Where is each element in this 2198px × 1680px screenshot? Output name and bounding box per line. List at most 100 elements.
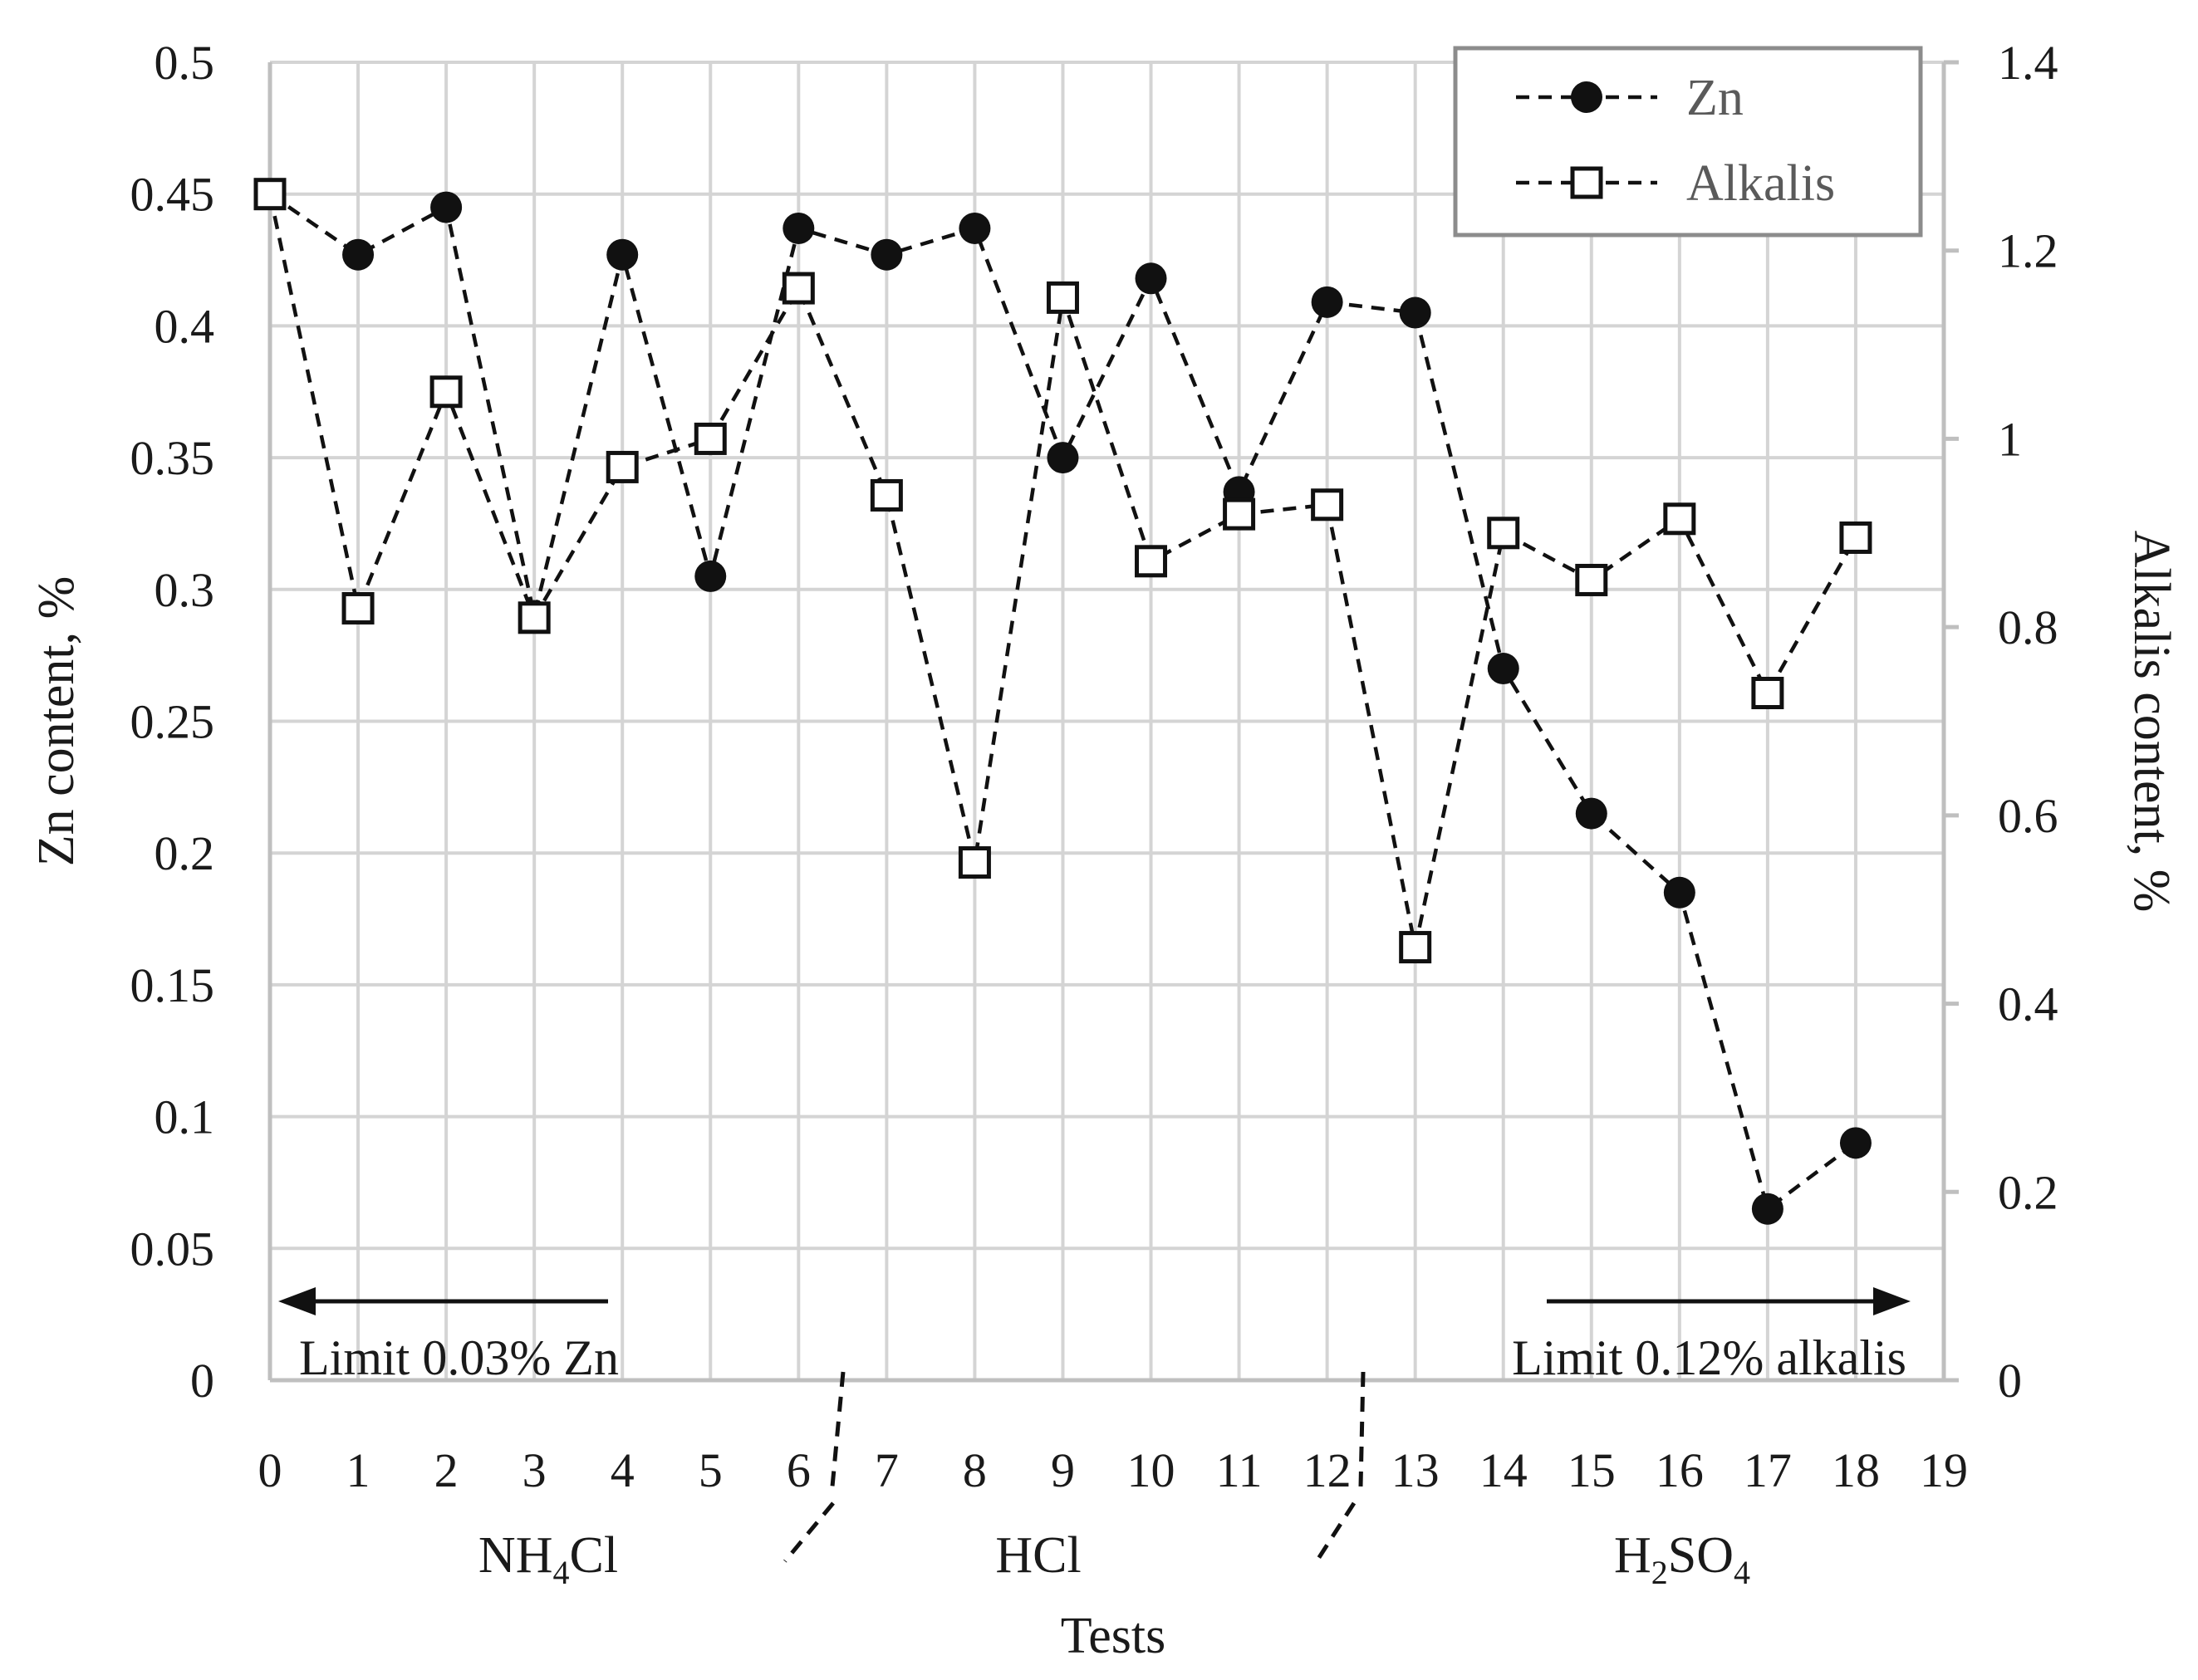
axes — [267, 60, 1959, 1383]
zn-limit-annotation: Limit 0.03% Zn — [278, 1287, 619, 1385]
left-y-tick-labels: 0 0.05 0.1 0.15 0.2 0.25 0.3 0.35 0.4 0.45 0.5 — [130, 36, 215, 1408]
y-tick-label: 0.1 — [155, 1090, 215, 1144]
group-separator-line — [783, 1371, 846, 1563]
x-tick-labels: 0 1 2 3 4 5 6 7 8 9 10 11 12 13 14 15 16 17 18 19 — [258, 1443, 1969, 1497]
y-axis-title: Zn content, % — [28, 576, 85, 867]
alkalis-point — [1839, 521, 1872, 554]
y-tick-label: 0.5 — [155, 36, 215, 90]
zn-point — [342, 238, 375, 271]
alkalis-point — [341, 591, 375, 624]
alkalis-point — [1751, 676, 1784, 709]
y2-tick-label: 0.6 — [1998, 789, 2058, 843]
legend-alkalis-marker — [1570, 166, 1603, 199]
group-label-h2so4-sub: 2 — [1651, 1554, 1668, 1591]
zn-point — [1135, 262, 1167, 295]
group-label-h2so4-sub2: 4 — [1734, 1554, 1750, 1591]
group-label-hcl: HCl — [995, 1527, 1081, 1584]
alkali-limit-arrowhead — [1873, 1287, 1911, 1315]
x-tick-label: 5 — [699, 1443, 723, 1497]
x-tick-label: 6 — [787, 1443, 811, 1497]
alkalis-point — [429, 375, 463, 409]
x-tick-label: 4 — [611, 1443, 635, 1497]
x-tick-label: 14 — [1479, 1443, 1528, 1497]
alkalis-point — [694, 422, 727, 455]
legend-alkalis-label: Alkalis — [1686, 155, 1835, 212]
alkali-limit-annotation: Limit 0.12% alkalis — [1512, 1287, 1911, 1385]
zn-point — [1751, 1193, 1783, 1225]
legend-box — [1453, 46, 1923, 238]
zn-point — [1399, 296, 1431, 329]
zn-point — [1487, 653, 1519, 685]
y-tick-label: 0.15 — [130, 958, 215, 1012]
x-tick-label: 13 — [1391, 1443, 1440, 1497]
legend: Zn Alkalis — [1453, 46, 1923, 238]
gridlines — [268, 61, 1945, 1382]
group-label-nh4cl: NH4Cl — [478, 1527, 618, 1591]
zn-limit-arrowhead — [278, 1287, 316, 1315]
x-tick-label: 7 — [875, 1443, 899, 1497]
x-tick-label: 1 — [346, 1443, 370, 1497]
y2-tick-label: 0.8 — [1998, 600, 2058, 654]
y-tick-label: 0 — [190, 1354, 214, 1408]
y2-tick-label: 0.2 — [1998, 1165, 2058, 1219]
legend-zn-marker — [1571, 81, 1602, 113]
zn-point — [430, 191, 463, 223]
alkalis-point — [1135, 545, 1168, 578]
zn-point — [1663, 876, 1695, 909]
alkalis-point — [1487, 517, 1520, 550]
y2-tick-label: 0 — [1998, 1354, 2022, 1408]
series-zn — [254, 178, 1872, 1225]
alkalis-point — [1399, 931, 1432, 964]
alkalis-point — [1575, 563, 1608, 596]
y2-tick-label: 1.4 — [1998, 36, 2058, 90]
x-tick-label: 11 — [1216, 1443, 1263, 1497]
group-label-nh4cl-rest: Cl — [569, 1527, 618, 1584]
y-tick-label: 0.05 — [130, 1222, 215, 1276]
group-label-h2so4-rest: SO — [1668, 1527, 1734, 1584]
y-tick-label: 0.45 — [130, 168, 215, 222]
zn-point — [1047, 442, 1079, 474]
zn-point — [606, 238, 639, 271]
zn-point — [783, 212, 815, 244]
alkalis-point — [1223, 497, 1256, 531]
zn-point — [1575, 797, 1607, 830]
y2-tick-label: 0.4 — [1998, 977, 2058, 1031]
alkalis-point — [958, 846, 991, 879]
x-tick-label: 2 — [434, 1443, 459, 1497]
group-label-hcl-main: HCl — [995, 1527, 1081, 1584]
alkalis-point — [1663, 502, 1696, 536]
series — [253, 178, 1872, 1225]
alkalis-point — [1046, 281, 1079, 314]
x-tick-label: 3 — [523, 1443, 547, 1497]
alkalis-point — [782, 272, 815, 305]
y-tick-label: 0.4 — [155, 299, 215, 353]
group-label-h2so4: H2SO4 — [1614, 1527, 1750, 1591]
zn-point — [959, 212, 991, 244]
alkalis-point — [1311, 488, 1344, 522]
x-tick-label: 12 — [1303, 1443, 1352, 1497]
group-label-nh4cl-main: NH — [478, 1527, 553, 1584]
x-tick-label: 0 — [258, 1443, 282, 1497]
series-alkalis — [253, 178, 1872, 964]
x-tick-label: 16 — [1656, 1443, 1704, 1497]
alkalis-point — [606, 450, 639, 483]
x-tick-label: 8 — [963, 1443, 987, 1497]
x-tick-label: 17 — [1744, 1443, 1792, 1497]
y-tick-label: 0.25 — [130, 695, 215, 749]
zn-limit-label: Limit 0.03% Zn — [299, 1330, 619, 1385]
alkalis-point — [253, 178, 287, 211]
right-y-tick-labels: 0 0.2 0.4 0.6 0.8 1 1.2 1.4 — [1998, 36, 2058, 1408]
x-tick-label: 19 — [1920, 1443, 1968, 1497]
group-label-h2so4-main: H — [1614, 1527, 1651, 1584]
group-separator-line — [1314, 1371, 1366, 1563]
x-tick-label: 9 — [1051, 1443, 1075, 1497]
x-axis-title: Tests — [1061, 1608, 1166, 1664]
y2-tick-label: 1 — [1998, 412, 2022, 466]
y-tick-label: 0.35 — [130, 431, 215, 485]
alkali-limit-label: Limit 0.12% alkalis — [1512, 1330, 1906, 1385]
zn-point — [871, 238, 903, 271]
y-tick-label: 0.3 — [155, 563, 215, 617]
legend-zn-label: Zn — [1686, 70, 1744, 126]
zn-point — [1839, 1127, 1872, 1159]
